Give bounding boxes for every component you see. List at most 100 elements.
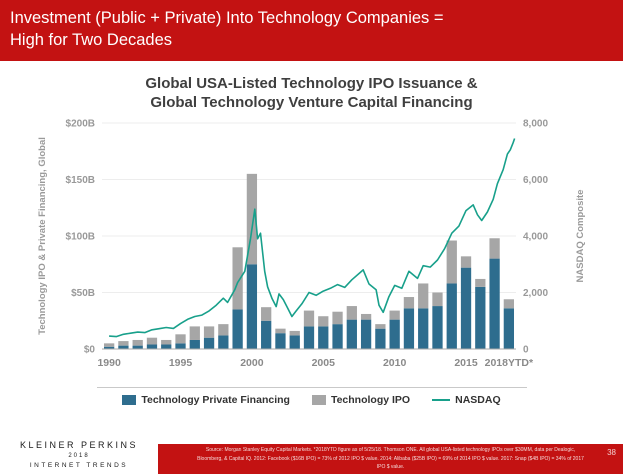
bar-ipo-2007 [346, 305, 357, 320]
bar-private-1999 [231, 308, 243, 349]
legend-swatch [311, 394, 326, 405]
bar-private-2005 [317, 325, 328, 349]
right-axis-tick-label: 4,000 [523, 231, 548, 242]
chart-area: $0 0 $50B 2,000 $100B 4,000 $150B 6,000 $200B 8,0… [0, 117, 623, 385]
bar-private-2017 [488, 258, 500, 349]
bar-private-2002 [274, 332, 286, 349]
bar-private-1994 [160, 344, 171, 349]
bar-ipo-2018 [503, 298, 514, 308]
bar-ipo-2005 [317, 315, 328, 326]
right-axis-tick-label: 8,000 [523, 118, 548, 129]
bar-private-1997 [203, 337, 214, 349]
page-number: 38 [607, 448, 616, 457]
bar-private-2012 [417, 307, 428, 349]
header-title-line2: High for Two Decades [10, 31, 173, 50]
legend-swatch [432, 398, 451, 401]
bar-private-2010 [389, 319, 400, 349]
chart-title-line1: Global USA-Listed Technology IPO Issuanc… [145, 74, 478, 92]
bar-ipo-1995 [174, 333, 186, 343]
bar-ipo-1990 [103, 342, 114, 347]
bar-ipo-1997 [203, 325, 214, 338]
left-axis-tick-label: $100B [65, 231, 94, 242]
left-axis-tick-label: $0 [83, 344, 95, 355]
bar-private-2008 [360, 319, 371, 349]
chart-title-line2: Global Technology Venture Capital Financ… [150, 94, 473, 112]
bar-ipo-2010 [389, 310, 400, 320]
bar-private-2000 [246, 263, 257, 349]
bar-ipo-2016 [474, 278, 485, 287]
bar-private-2009 [374, 328, 386, 349]
chart-legend: Technology Private Financing Technology I… [96, 386, 527, 406]
right-axis-tick-label: 0 [523, 344, 529, 355]
brand-internet-trends: INTERNET TRENDS [29, 462, 129, 469]
x-axis-tick-label: 1995 [168, 357, 192, 369]
bar-private-1991 [117, 345, 129, 349]
bar-ipo-2001 [260, 306, 271, 321]
bar-private-2013 [431, 305, 443, 349]
bar-ipo-2013 [431, 292, 443, 306]
brand-year: 2018 [68, 453, 90, 459]
header-title-line1: Investment (Public + Private) Into Techn… [10, 9, 444, 27]
bar-ipo-2017 [488, 237, 500, 259]
bar-ipo-1993 [146, 337, 157, 345]
bar-private-1993 [146, 344, 157, 349]
bar-private-2004 [303, 325, 314, 349]
x-axis-tick-label: 2018YTD* [484, 357, 533, 369]
slide-header: Investment (Public + Private) Into Techn… [0, 0, 623, 61]
chart-svg: $0 0 $50B 2,000 $100B 4,000 $150B 6,000 $200B 8,0… [37, 118, 586, 369]
legend-label: Technology IPO [330, 393, 411, 406]
bar-ipo-2000 [246, 173, 257, 264]
source-text: Source: Morgan Stanley Equity Capital Ma… [197, 447, 584, 471]
bar-private-1992 [132, 345, 143, 349]
x-axis-tick-label: 2000 [240, 357, 264, 369]
x-axis-tick-label: 2005 [311, 357, 335, 369]
bar-private-1995 [174, 342, 186, 349]
legend-swatch [122, 394, 137, 405]
bar-ipo-2012 [417, 282, 428, 308]
chart-title: Global USA-Listed Technology IPO Issuanc… [0, 74, 623, 113]
slide-footer: KLEINER PERKINS 2018 INTERNET TRENDS Sou… [0, 440, 623, 474]
left-axis-tick-label: $150B [65, 175, 94, 186]
bar-private-2016 [474, 286, 485, 349]
brand-block: KLEINER PERKINS 2018 INTERNET TRENDS [0, 440, 158, 474]
bar-private-2011 [403, 307, 414, 349]
x-axis-tick-label: 2015 [454, 357, 478, 369]
x-axis-tick-label: 2010 [382, 357, 406, 369]
bar-ipo-1998 [217, 323, 228, 335]
bar-ipo-1992 [132, 339, 143, 346]
bar-ipo-2011 [403, 296, 414, 308]
bar-private-2014 [446, 282, 457, 349]
brand-kleiner-perkins: KLEINER PERKINS [19, 440, 139, 450]
legend-item-technology-private-financing: Technology Private Financing [122, 394, 290, 406]
x-axis-tick-label: 1990 [97, 357, 121, 369]
right-axis-tick-label: 6,000 [523, 175, 548, 186]
nasdaq-line [108, 137, 515, 337]
legend-label: NASDAQ [455, 393, 501, 406]
bar-ipo-1991 [117, 340, 129, 346]
legend-item-nasdaq: NASDAQ [432, 394, 501, 406]
source-bar: Source: Morgan Stanley Equity Capital Ma… [158, 444, 623, 474]
left-axis-title: Technology IPO & Private Financing, Glob… [37, 137, 48, 335]
bar-private-2003 [289, 334, 300, 349]
legend-label: Technology Private Financing [141, 393, 290, 406]
bar-ipo-2004 [303, 310, 314, 326]
bar-ipo-2015 [460, 255, 471, 268]
legend-item-technology-ipo: Technology IPO [311, 393, 411, 406]
bar-private-2018 [503, 307, 514, 349]
bar-private-1996 [189, 339, 200, 349]
bar-private-2007 [346, 319, 357, 349]
bar-private-1990 [103, 346, 114, 349]
bar-private-2001 [260, 320, 271, 349]
bar-ipo-1994 [160, 339, 171, 345]
right-axis-tick-label: 2,000 [523, 288, 548, 299]
left-axis-tick-label: $200B [65, 118, 94, 129]
bar-private-2006 [331, 323, 343, 349]
bar-ipo-2008 [360, 313, 371, 320]
bar-ipo-2002 [274, 328, 286, 333]
bar-ipo-2003 [289, 330, 300, 335]
right-axis-title: NASDAQ Composite [575, 189, 586, 282]
bar-ipo-2014 [446, 240, 457, 283]
bar-ipo-2006 [331, 311, 343, 324]
bar-ipo-1996 [189, 325, 200, 340]
